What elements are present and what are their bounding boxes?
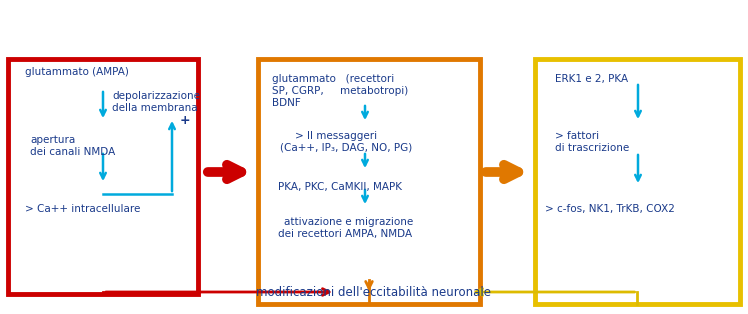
Text: SP, CGRP,     metabotropi): SP, CGRP, metabotropi) [272, 86, 408, 96]
Text: > fattori: > fattori [555, 131, 599, 141]
Text: (Ca++, IP₃, DAG, NO, PG): (Ca++, IP₃, DAG, NO, PG) [280, 143, 412, 153]
Text: > II messaggeri: > II messaggeri [295, 131, 377, 141]
Text: apertura: apertura [30, 135, 76, 145]
Text: modificazioni dell'eccitabilità neuronale: modificazioni dell'eccitabilità neuronal… [257, 285, 491, 299]
Text: > Ca++ intracellulare: > Ca++ intracellulare [25, 204, 141, 214]
Text: > c-fos, NK1, TrKB, COX2: > c-fos, NK1, TrKB, COX2 [545, 204, 675, 214]
Bar [258, 59, 480, 304]
Text: PKA, PKC, CaMKII, MAPK: PKA, PKC, CaMKII, MAPK [278, 182, 402, 192]
Text: +: + [180, 113, 190, 127]
Text: ERK1 e 2, PKA: ERK1 e 2, PKA [555, 74, 628, 84]
Text: dei canali NMDA: dei canali NMDA [30, 147, 115, 157]
Text: dei recettori AMPA, NMDA: dei recettori AMPA, NMDA [278, 229, 412, 239]
Text: glutammato (AMPA): glutammato (AMPA) [25, 67, 129, 77]
Text: di trascrizione: di trascrizione [555, 143, 629, 153]
Text: della membrana: della membrana [112, 103, 197, 113]
Text: attivazione e migrazione: attivazione e migrazione [284, 217, 413, 227]
Bar [8, 59, 198, 294]
Text: glutammato   (recettori: glutammato (recettori [272, 74, 394, 84]
Text: BDNF: BDNF [272, 98, 301, 108]
Bar [535, 59, 740, 304]
Text: depolarizzazione: depolarizzazione [112, 91, 200, 101]
